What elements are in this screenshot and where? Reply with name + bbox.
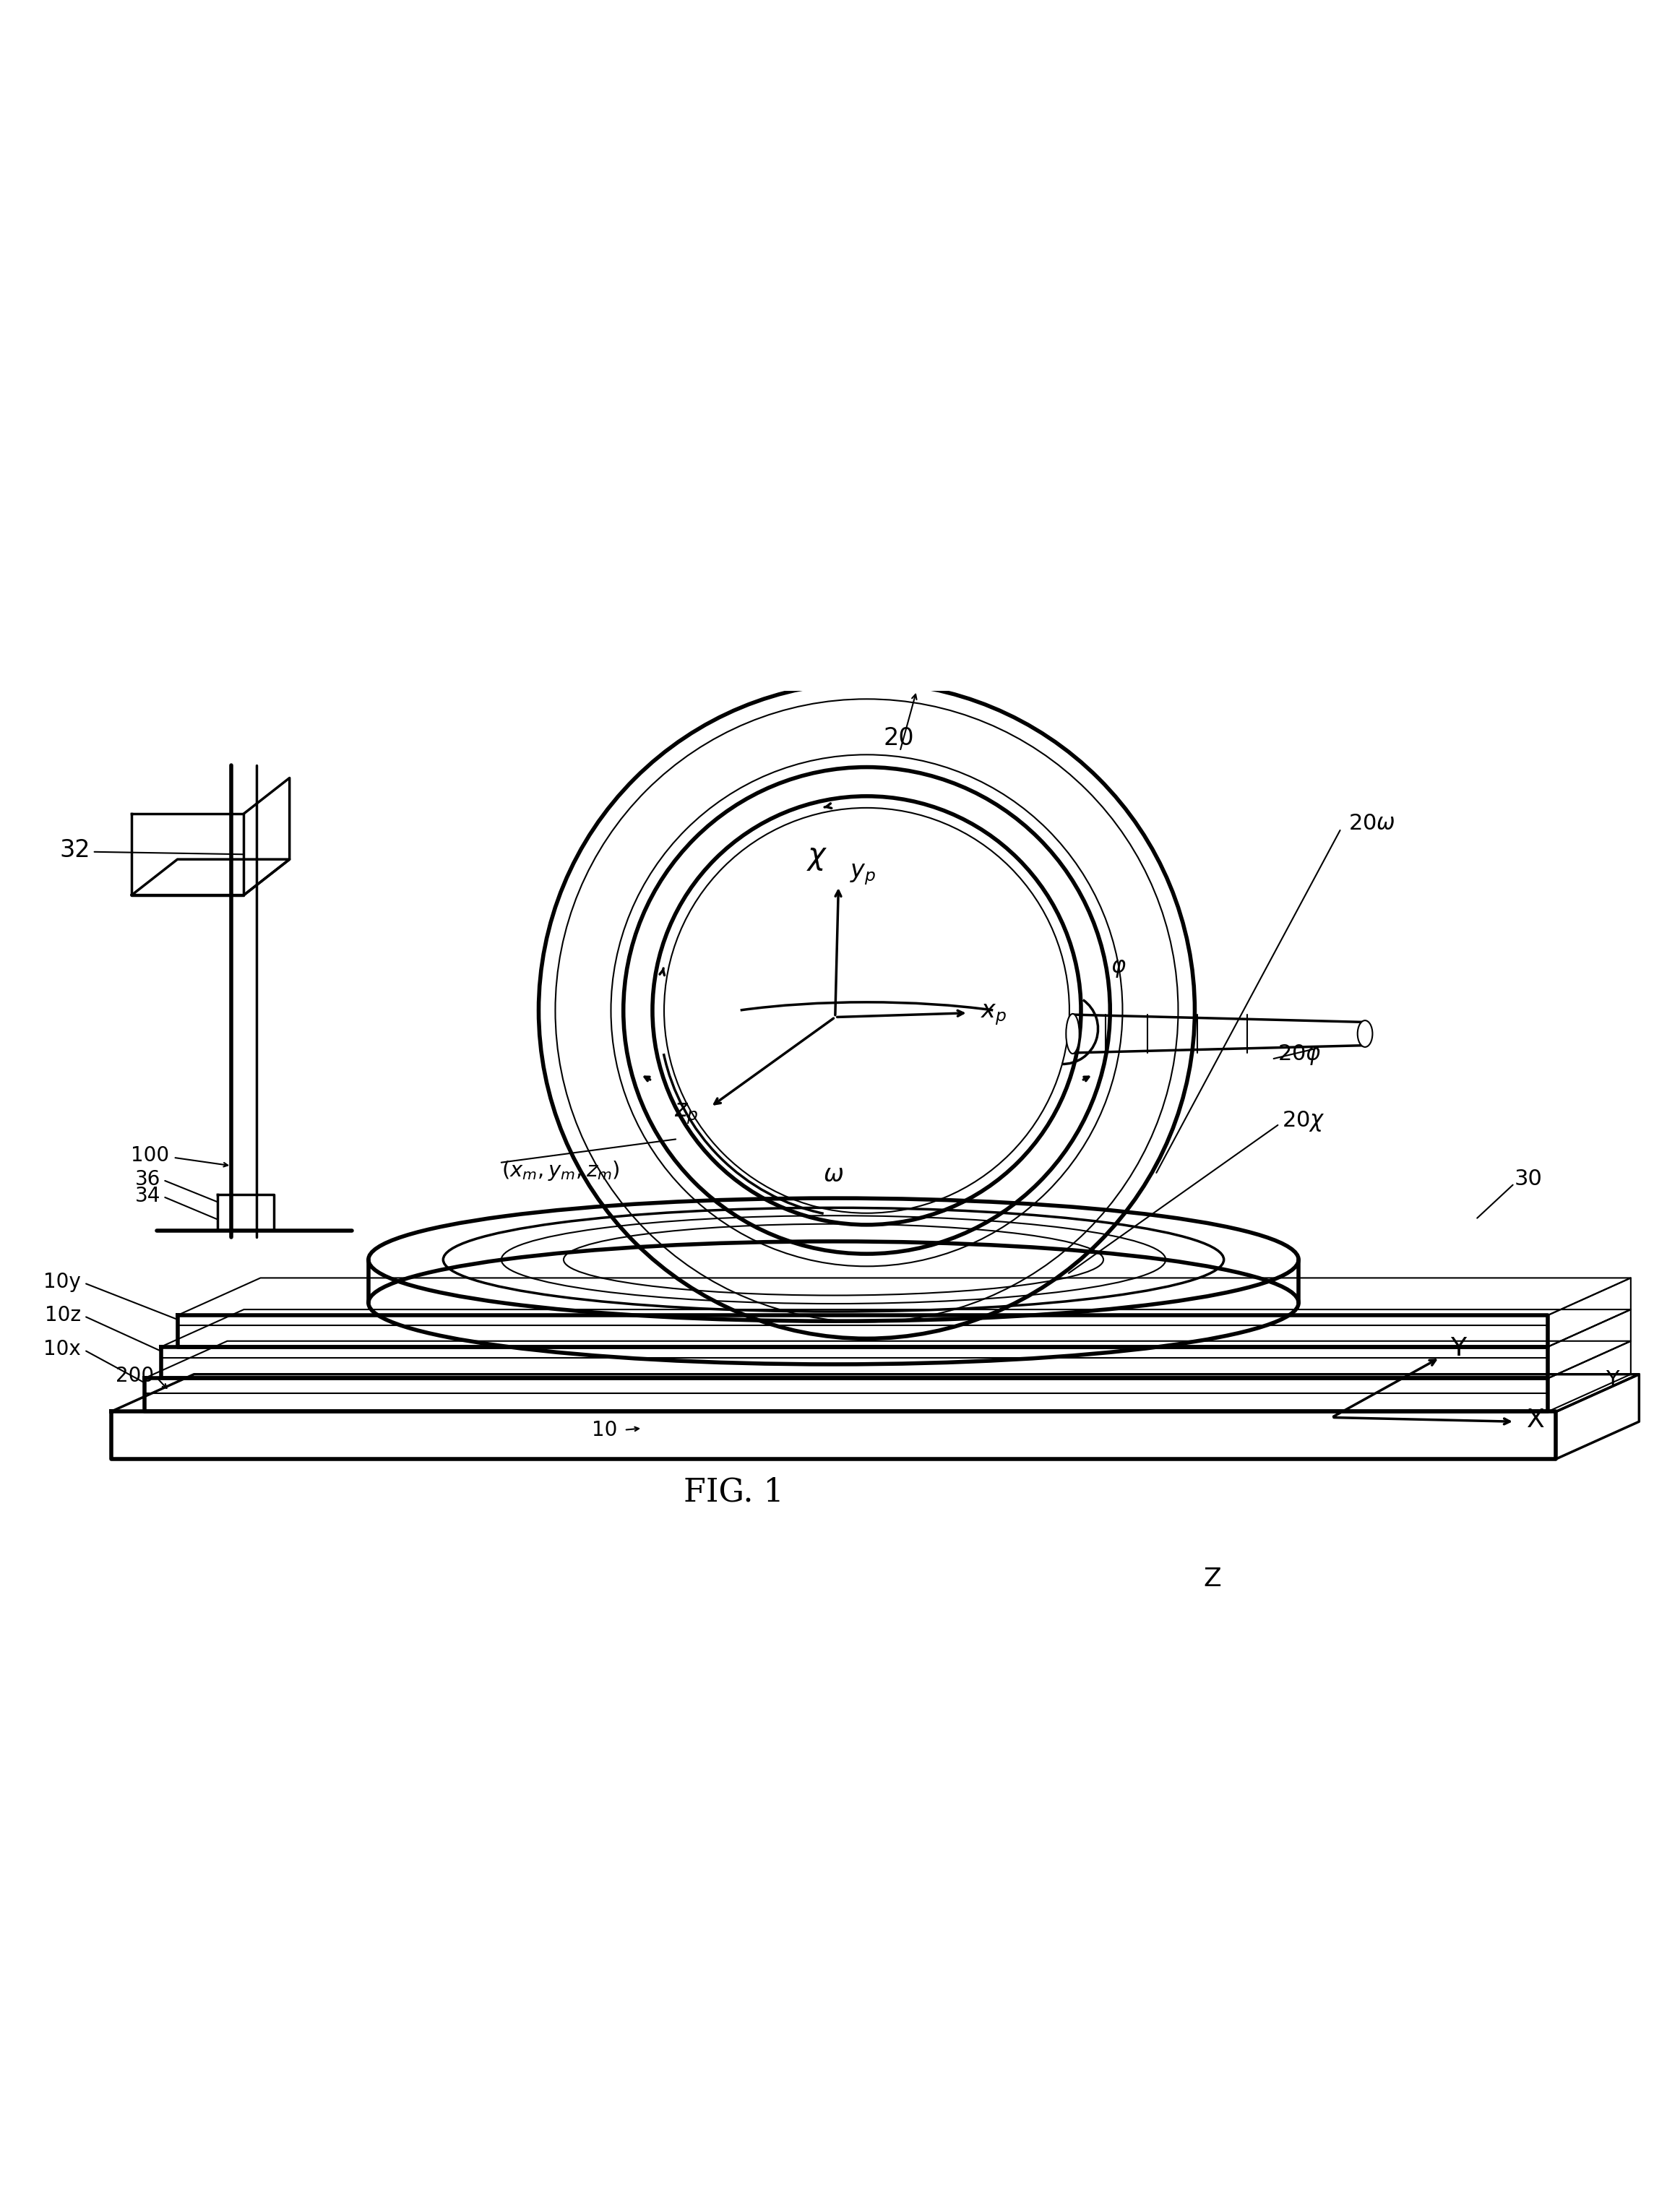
Ellipse shape	[1357, 1020, 1372, 1046]
Text: FIG. 1: FIG. 1	[683, 1478, 783, 1509]
Text: 200: 200	[115, 1365, 153, 1387]
Text: Y: Y	[1605, 1369, 1619, 1391]
Text: 10: 10	[592, 1420, 617, 1440]
Text: 32: 32	[60, 838, 90, 863]
Text: $20\varphi$: $20\varphi$	[1279, 1042, 1322, 1066]
Text: Y: Y	[1450, 1336, 1467, 1360]
Text: 10x: 10x	[43, 1338, 82, 1360]
Text: $z_p$: $z_p$	[673, 1102, 698, 1126]
Text: 30: 30	[1515, 1168, 1542, 1190]
Text: $y_p$: $y_p$	[850, 863, 877, 887]
Text: $20\chi$: $20\chi$	[1282, 1108, 1325, 1133]
Text: 10z: 10z	[45, 1305, 82, 1325]
Text: 10y: 10y	[43, 1272, 82, 1292]
Text: $\omega$: $\omega$	[823, 1164, 844, 1188]
Ellipse shape	[1065, 1013, 1079, 1053]
Text: 36: 36	[135, 1168, 160, 1190]
Text: $20\omega$: $20\omega$	[1349, 814, 1395, 834]
Text: 34: 34	[135, 1186, 160, 1206]
Text: X: X	[1527, 1407, 1545, 1431]
Text: $\chi$: $\chi$	[807, 841, 827, 872]
Text: 20: 20	[884, 726, 914, 750]
Text: $x_p$: $x_p$	[980, 1002, 1007, 1026]
Text: 100: 100	[130, 1146, 168, 1166]
Text: $\varphi$: $\varphi$	[1110, 958, 1127, 980]
Text: Z: Z	[1204, 1566, 1222, 1590]
Text: $(x_m,y_m,z_m)$: $(x_m,y_m,z_m)$	[502, 1159, 620, 1183]
